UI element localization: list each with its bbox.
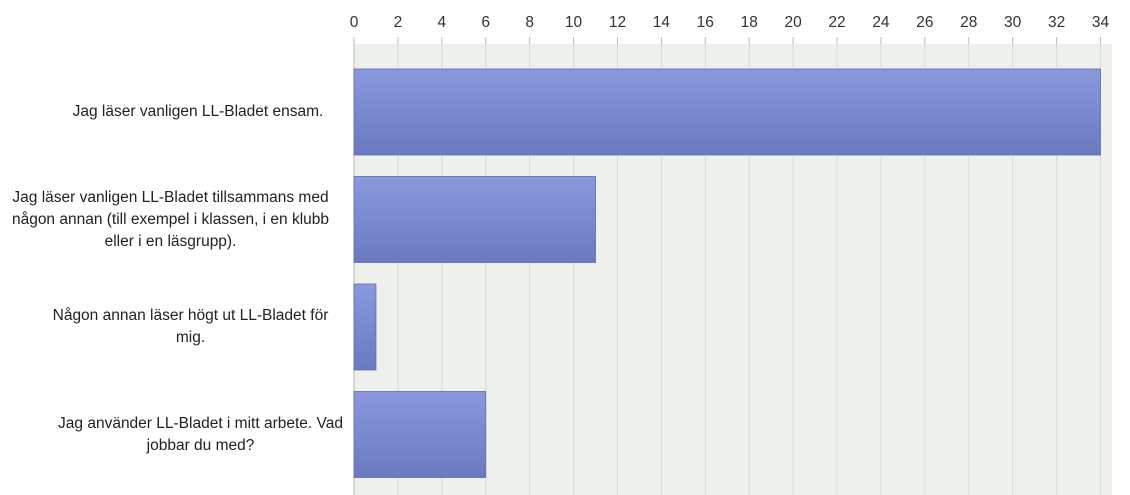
category-label-1: Jag läser vanligen LL-Bladet ensam. xyxy=(72,103,324,120)
x-tick-label: 26 xyxy=(916,14,933,31)
bar-1[interactable] xyxy=(353,68,1101,156)
bar-4[interactable] xyxy=(353,391,487,478)
x-tick-label: 0 xyxy=(350,14,359,31)
x-tick-label: 12 xyxy=(609,14,626,31)
x-tick-label: 6 xyxy=(481,14,490,31)
x-tick-label: 18 xyxy=(741,14,758,31)
category-label-2: Jag läser vanligen LL-Bladet tillsammans… xyxy=(11,188,330,250)
bar-3[interactable] xyxy=(353,283,377,371)
x-tick-label: 10 xyxy=(565,14,583,31)
bar-2[interactable] xyxy=(353,176,596,263)
x-tick-label: 14 xyxy=(653,14,671,31)
x-tick-label: 8 xyxy=(525,14,534,31)
x-tick-label: 2 xyxy=(394,14,403,31)
category-label-4: Jag använder LL-Bladet i mitt arbete. Va… xyxy=(58,414,343,454)
category-label-3: Någon annan läser högt ut LL-Bladet för … xyxy=(52,307,329,346)
x-tick-label: 34 xyxy=(1092,14,1110,31)
x-tick-label: 32 xyxy=(1048,14,1065,31)
x-tick-label: 20 xyxy=(784,14,802,31)
x-tick-label: 30 xyxy=(1004,14,1022,31)
x-tick-label: 4 xyxy=(438,14,447,31)
x-tick-label: 16 xyxy=(697,14,714,31)
x-tick-label: 24 xyxy=(872,14,890,31)
x-tick-label: 28 xyxy=(960,14,977,31)
x-tick-label: 22 xyxy=(828,14,845,31)
